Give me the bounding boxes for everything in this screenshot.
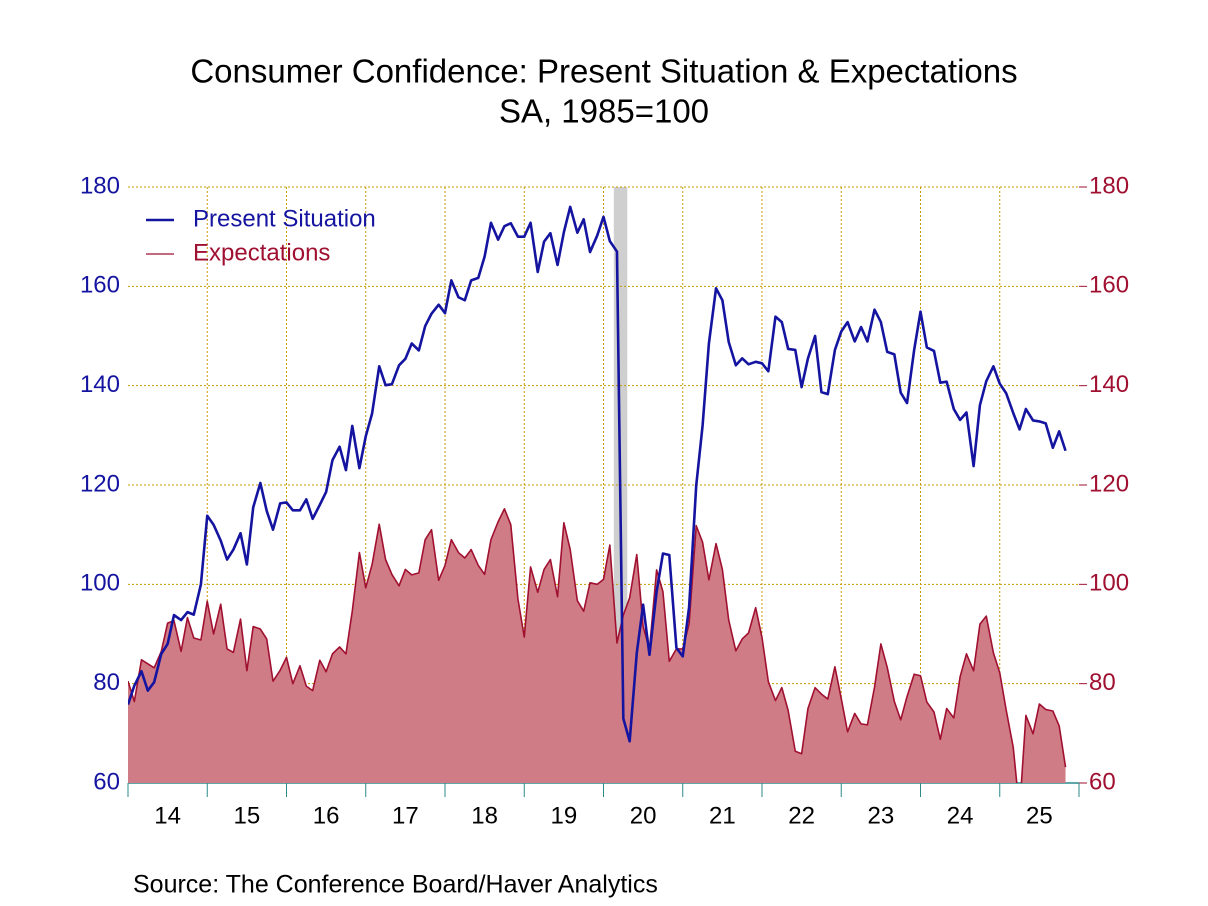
x-tick-label: 18 [471,802,498,829]
y-tick-label: 80 [93,669,120,696]
area [128,508,1066,783]
line [128,205,1067,743]
y2-tick-label: 160 [1089,272,1129,299]
y-tick-label: 120 [80,470,120,497]
y2-tick-label: 180 [1089,172,1129,199]
y2-tick-label: 100 [1089,570,1129,597]
chart-subtitle: SA, 1985=100 [499,93,709,130]
x-tick-label: 19 [551,802,578,829]
x-tick-label: 24 [947,802,974,829]
x-tick-label: 16 [313,802,340,829]
x-tick-label: 25 [1026,802,1053,829]
y-tick-label: 60 [93,768,120,795]
x-tick-label: 22 [788,802,815,829]
y-tick-label: 100 [80,570,120,597]
legend-label: Expectations [193,239,330,266]
x-tick-label: 14 [154,802,181,829]
legend-label: Present Situation [193,205,376,232]
y-tick-label: 160 [80,272,120,299]
y2-tick-label: 140 [1089,371,1129,398]
source: Source: The Conference Board/Haver Analy… [133,871,658,899]
x-tick-label: 15 [234,802,261,829]
x-tick-label: 17 [392,802,419,829]
chart-title: Consumer Confidence: Present Situation &… [190,53,1017,90]
y2-tick-label: 120 [1089,470,1129,497]
x-tick-label: 20 [630,802,657,829]
line [128,508,1067,783]
x-tick-label: 21 [709,802,736,829]
y2-tick-label: 60 [1089,768,1116,795]
y-tick-label: 140 [80,371,120,398]
y-tick-label: 180 [80,172,120,199]
y2-tick-label: 80 [1089,669,1116,696]
x-tick-label: 23 [868,802,895,829]
plot-area [128,205,1067,783]
